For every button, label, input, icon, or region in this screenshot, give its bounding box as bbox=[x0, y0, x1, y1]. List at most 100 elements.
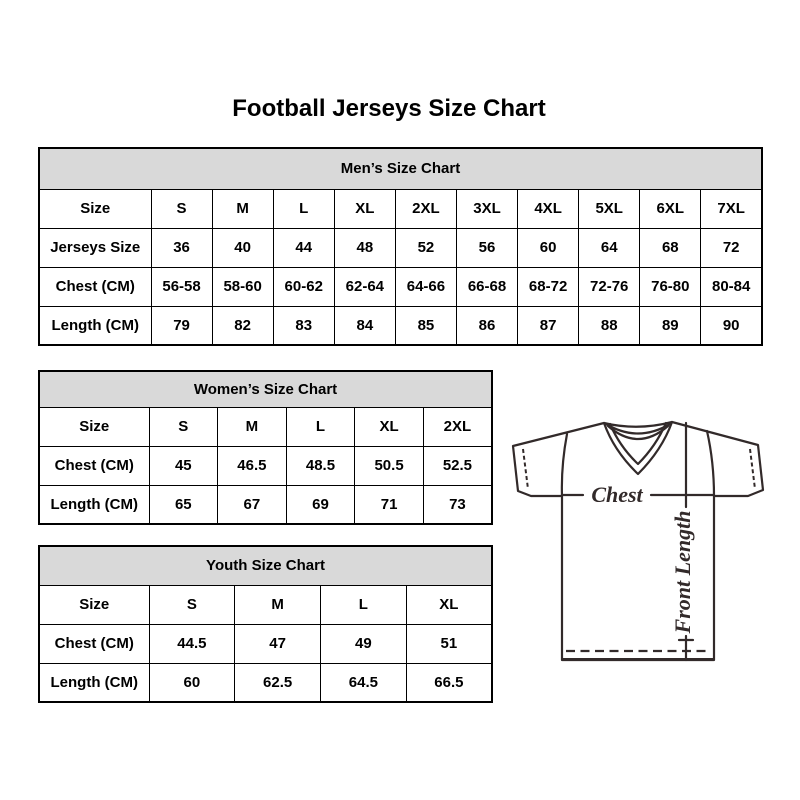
row-label: Jerseys Size bbox=[38, 227, 152, 268]
table-cell: 67 bbox=[217, 484, 287, 525]
table-cell: 4XL bbox=[517, 188, 580, 229]
vneck-outer-line bbox=[602, 420, 674, 476]
table-cell: 76-80 bbox=[639, 266, 702, 307]
table-cell: 5XL bbox=[578, 188, 641, 229]
table-row: Length (CM) 79 82 83 84 85 86 87 88 89 90 bbox=[38, 305, 763, 346]
table-cell: 72-76 bbox=[578, 266, 641, 307]
jersey-outline-shape bbox=[511, 420, 765, 662]
front-length-measure-line bbox=[677, 421, 695, 662]
table-cell: 47 bbox=[234, 623, 321, 664]
table-cell: M bbox=[217, 406, 287, 447]
table-cell: 46.5 bbox=[217, 445, 287, 486]
table-cell: 2XL bbox=[422, 406, 493, 447]
table-row: Size S M L XL 2XL 3XL 4XL 5XL 6XL 7XL bbox=[38, 188, 763, 229]
table-title: Women’s Size Chart bbox=[38, 370, 493, 408]
table-cell: 79 bbox=[150, 305, 213, 346]
table-row: Length (CM) 65 67 69 71 73 bbox=[38, 484, 493, 525]
table-cell: XL bbox=[405, 584, 493, 625]
row-label: Chest (CM) bbox=[38, 623, 150, 664]
table-cell: L bbox=[320, 584, 407, 625]
table-cell: 45 bbox=[148, 445, 219, 486]
table-cell: 66.5 bbox=[405, 662, 493, 703]
table-cell: 58-60 bbox=[211, 266, 274, 307]
youth-size-table: Youth Size Chart Size S M L XL Chest (CM) 44.5 4… bbox=[38, 545, 493, 703]
table-cell: L bbox=[285, 406, 356, 447]
table-cell: 66-68 bbox=[455, 266, 519, 307]
table-cell: 62-64 bbox=[333, 266, 396, 307]
table-cell: 44 bbox=[272, 227, 335, 268]
table-cell: S bbox=[148, 406, 219, 447]
table-cell: M bbox=[234, 584, 321, 625]
page-title: Football Jerseys Size Chart bbox=[232, 95, 546, 122]
table-cell: 48 bbox=[333, 227, 396, 268]
table-cell: 44.5 bbox=[148, 623, 236, 664]
table-cell: 87 bbox=[517, 305, 580, 346]
front-length-label: Front Length bbox=[670, 511, 695, 635]
table-cell: 80-84 bbox=[700, 266, 763, 307]
table-cell: 83 bbox=[272, 305, 335, 346]
table-cell: 52 bbox=[394, 227, 457, 268]
jersey-measurement-diagram: Chest Front Length bbox=[511, 420, 765, 662]
table-cell: S bbox=[148, 584, 236, 625]
table-cell: 60-62 bbox=[272, 266, 335, 307]
table-cell: 68-72 bbox=[517, 266, 580, 307]
table-cell: 73 bbox=[422, 484, 493, 525]
vneck-inner-line bbox=[608, 421, 668, 466]
row-label: Size bbox=[38, 188, 152, 229]
table-row: Chest (CM) 44.5 47 49 51 bbox=[38, 623, 493, 664]
table-cell: 56-58 bbox=[150, 266, 213, 307]
table-cell: 48.5 bbox=[285, 445, 356, 486]
table-cell: S bbox=[150, 188, 213, 229]
table-cell: 51 bbox=[405, 623, 493, 664]
table-cell: 68 bbox=[639, 227, 702, 268]
table-cell: 72 bbox=[700, 227, 763, 268]
row-label: Chest (CM) bbox=[38, 266, 152, 307]
table-row: Length (CM) 60 62.5 64.5 66.5 bbox=[38, 662, 493, 703]
table-cell: 60 bbox=[517, 227, 580, 268]
table-cell: 82 bbox=[211, 305, 274, 346]
row-label: Size bbox=[38, 584, 150, 625]
table-cell: 64-66 bbox=[394, 266, 457, 307]
mens-size-table: Men’s Size Chart Size S M L XL 2XL 3XL 4XL 5XL 6XL… bbox=[38, 147, 763, 346]
chest-label: Chest bbox=[591, 482, 643, 507]
table-title: Youth Size Chart bbox=[38, 545, 493, 586]
table-cell: 90 bbox=[700, 305, 763, 346]
table-cell: 49 bbox=[320, 623, 407, 664]
armhole-seams bbox=[560, 429, 716, 498]
table-cell: M bbox=[211, 188, 274, 229]
table-cell: XL bbox=[333, 188, 396, 229]
table-row: Size S M L XL bbox=[38, 584, 493, 625]
table-cell: 3XL bbox=[455, 188, 519, 229]
table-cell: 7XL bbox=[700, 188, 763, 229]
womens-size-table: Women’s Size Chart Size S M L XL 2XL Chest (CM)… bbox=[38, 370, 493, 525]
table-title: Men’s Size Chart bbox=[38, 147, 763, 190]
table-cell: 60 bbox=[148, 662, 236, 703]
row-label: Length (CM) bbox=[38, 305, 152, 346]
table-cell: 89 bbox=[639, 305, 702, 346]
table-row: Chest (CM) 45 46.5 48.5 50.5 52.5 bbox=[38, 445, 493, 486]
row-label: Length (CM) bbox=[38, 662, 150, 703]
table-cell: 64.5 bbox=[320, 662, 407, 703]
table-cell: 65 bbox=[148, 484, 219, 525]
table-cell: 71 bbox=[354, 484, 424, 525]
table-row: Size S M L XL 2XL bbox=[38, 406, 493, 447]
table-cell: 64 bbox=[578, 227, 641, 268]
table-cell: 62.5 bbox=[234, 662, 321, 703]
table-row: Chest (CM) 56-58 58-60 60-62 62-64 64-66 66-68… bbox=[38, 266, 763, 307]
table-cell: 50.5 bbox=[354, 445, 424, 486]
table-cell: L bbox=[272, 188, 335, 229]
table-cell: 84 bbox=[333, 305, 396, 346]
row-label: Size bbox=[38, 406, 150, 447]
table-cell: 52.5 bbox=[422, 445, 493, 486]
table-cell: 40 bbox=[211, 227, 274, 268]
row-label: Chest (CM) bbox=[38, 445, 150, 486]
table-cell: 85 bbox=[394, 305, 457, 346]
table-cell: XL bbox=[354, 406, 424, 447]
table-cell: 88 bbox=[578, 305, 641, 346]
table-cell: 2XL bbox=[394, 188, 457, 229]
table-cell: 56 bbox=[455, 227, 519, 268]
table-cell: 6XL bbox=[639, 188, 702, 229]
table-cell: 69 bbox=[285, 484, 356, 525]
table-row: Jerseys Size 36 40 44 48 52 56 60 64 68 72 bbox=[38, 227, 763, 268]
